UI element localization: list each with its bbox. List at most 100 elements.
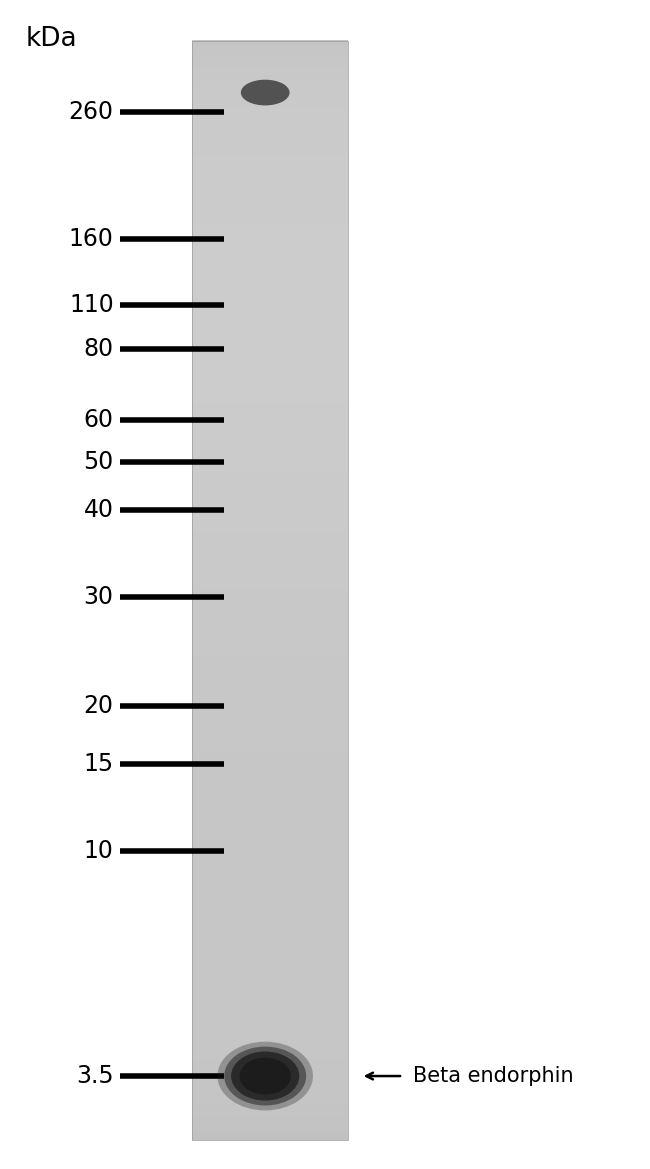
Bar xyxy=(192,1033,348,1037)
Text: 3.5: 3.5 xyxy=(76,1064,114,1088)
Bar xyxy=(192,766,348,770)
Bar xyxy=(192,65,348,70)
Bar xyxy=(192,853,348,858)
Bar xyxy=(192,480,348,484)
Bar xyxy=(192,725,348,729)
Bar xyxy=(192,209,348,213)
Bar xyxy=(192,608,348,613)
Text: Beta endorphin: Beta endorphin xyxy=(413,1066,573,1086)
Bar xyxy=(192,1135,348,1140)
Bar xyxy=(192,74,348,77)
Bar xyxy=(192,136,348,140)
Bar xyxy=(192,828,348,832)
Bar xyxy=(192,531,348,535)
Bar xyxy=(192,627,348,630)
Bar xyxy=(192,689,348,693)
Bar xyxy=(192,120,348,125)
Bar xyxy=(192,58,348,63)
Bar xyxy=(192,1004,348,1008)
Bar xyxy=(192,498,348,503)
Bar xyxy=(192,876,348,880)
Bar xyxy=(192,300,348,305)
Bar xyxy=(192,84,348,89)
Text: 160: 160 xyxy=(69,227,114,250)
Bar xyxy=(192,469,348,473)
Bar xyxy=(192,620,348,623)
Bar xyxy=(192,154,348,158)
Bar xyxy=(192,491,348,496)
Bar xyxy=(192,198,348,202)
Bar xyxy=(192,1022,348,1026)
Bar xyxy=(192,1063,348,1066)
Bar xyxy=(192,443,348,448)
Bar xyxy=(192,649,348,652)
Bar xyxy=(192,1037,348,1040)
Bar xyxy=(192,1018,348,1023)
Bar xyxy=(192,675,348,678)
Bar xyxy=(192,682,348,685)
Bar xyxy=(192,220,348,224)
Bar xyxy=(192,982,348,985)
Bar xyxy=(192,345,348,348)
Bar xyxy=(192,180,348,184)
Bar xyxy=(192,106,348,111)
Bar xyxy=(192,594,348,597)
Bar xyxy=(192,894,348,898)
Bar xyxy=(192,1128,348,1133)
Bar xyxy=(192,1118,348,1121)
Bar xyxy=(192,249,348,254)
Text: 15: 15 xyxy=(84,752,114,776)
Bar xyxy=(192,1102,348,1107)
Bar xyxy=(192,168,348,173)
Bar xyxy=(192,898,348,901)
Bar xyxy=(192,223,348,228)
Bar xyxy=(192,670,348,675)
Bar xyxy=(192,707,348,711)
Bar xyxy=(192,348,348,352)
Bar xyxy=(192,366,348,371)
Bar xyxy=(192,714,348,719)
Bar xyxy=(192,1092,348,1095)
Bar xyxy=(192,158,348,161)
Bar xyxy=(192,985,348,990)
Bar xyxy=(192,535,348,539)
Bar xyxy=(192,206,348,209)
Bar xyxy=(192,883,348,887)
Bar xyxy=(192,539,348,542)
Bar xyxy=(192,81,348,85)
Bar xyxy=(192,989,348,994)
Bar xyxy=(192,912,348,916)
Bar xyxy=(192,553,348,558)
Bar xyxy=(192,960,348,964)
Bar xyxy=(192,403,348,407)
Bar xyxy=(192,165,348,170)
Bar xyxy=(192,330,348,334)
Bar xyxy=(192,1121,348,1125)
Bar xyxy=(192,311,348,316)
Bar xyxy=(192,656,348,660)
Text: 110: 110 xyxy=(69,292,114,317)
Text: 40: 40 xyxy=(84,498,114,523)
Bar xyxy=(192,747,348,752)
Bar xyxy=(192,139,348,144)
Bar xyxy=(192,319,348,323)
Bar xyxy=(192,843,348,846)
Bar xyxy=(192,1070,348,1074)
Bar xyxy=(192,699,348,704)
Bar xyxy=(192,146,348,151)
Bar xyxy=(192,307,348,312)
Bar xyxy=(192,282,348,286)
Bar xyxy=(192,711,348,715)
Bar xyxy=(192,1080,348,1085)
Bar xyxy=(192,860,348,865)
Bar xyxy=(192,869,348,872)
Bar xyxy=(192,1088,348,1092)
Bar xyxy=(192,472,348,477)
Bar xyxy=(192,857,348,862)
Bar xyxy=(192,458,348,462)
Bar xyxy=(192,235,348,238)
Bar xyxy=(192,769,348,774)
Bar xyxy=(192,999,348,1004)
Bar xyxy=(192,410,348,415)
Bar xyxy=(192,1099,348,1104)
